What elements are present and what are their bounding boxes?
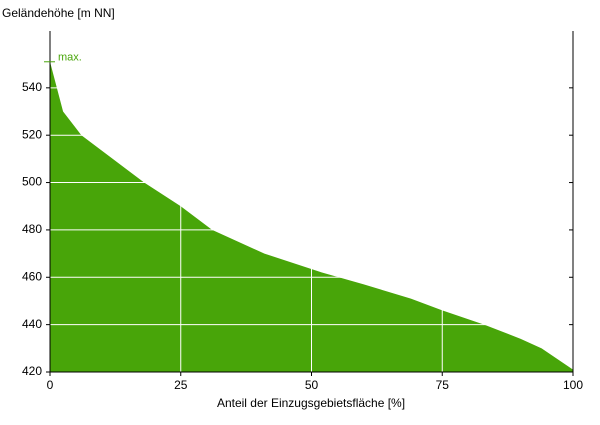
max-label: max. <box>58 52 82 64</box>
x-axis-title: Anteil der Einzugsgebietsfläche [%] <box>217 396 405 410</box>
x-tick-label: 0 <box>47 378 54 392</box>
y-tick-label: 520 <box>22 127 42 141</box>
y-tick-label: 480 <box>22 222 42 236</box>
y-tick-label: 420 <box>22 364 42 378</box>
x-tick-label: 25 <box>174 378 188 392</box>
y-tick-label: 440 <box>22 317 42 331</box>
y-tick-label: 540 <box>22 80 42 94</box>
y-tick-label: 500 <box>22 175 42 189</box>
x-tick-label: 100 <box>563 378 583 392</box>
x-tick-label: 50 <box>305 378 319 392</box>
x-tick-label: 75 <box>436 378 450 392</box>
y-tick-label: 460 <box>22 269 42 283</box>
y-axis-title: Geländehöhe [m NN] <box>2 6 115 20</box>
